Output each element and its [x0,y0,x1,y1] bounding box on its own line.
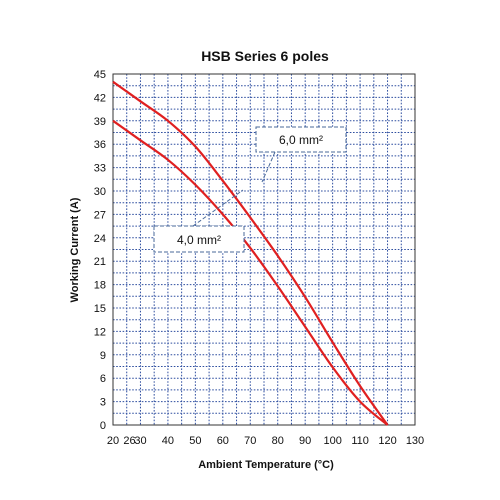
series-line-0 [112,80,389,426]
annotation-label: 6,0 mm² [279,133,323,147]
x-tick-label: 120 [378,435,396,447]
annotation-box [153,225,245,253]
x-tick-label: 90 [299,435,311,447]
y-tick-label: 39 [94,116,106,128]
y-axis-label: Working Current (A) [69,197,81,302]
series-lines [112,80,389,426]
series-line-1 [112,119,389,426]
y-tick-label: 45 [94,69,106,81]
x-tick-label: 130 [406,435,424,447]
y-tick-label: 30 [94,186,106,198]
annotation-label: 4,0 mm² [177,233,221,247]
annotation-0: 6,0 mm² [255,126,347,183]
x-tick-label: 20 [107,435,119,447]
y-tick-label: 27 [94,209,106,221]
plot-area [112,73,416,426]
y-tick-label: 33 [94,163,106,175]
chart-title: HSB Series 6 poles [201,48,329,64]
y-tick-label: 9 [100,350,106,362]
annotations: 6,0 mm² 4,0 mm² [153,126,347,253]
x-tick-label: 80 [272,435,284,447]
x-tick-label: 110 [351,435,369,447]
y-tick-label: 42 [94,92,106,104]
annotation-box [255,126,347,153]
x-tick-label: 26 [123,435,135,447]
y-tick-label: 12 [94,326,106,338]
x-tick-label: 60 [217,435,229,447]
x-tick-label: 100 [323,435,341,447]
x-tick-label: 70 [244,435,256,447]
x-tick-label: 40 [162,435,174,447]
y-tick-label: 36 [94,139,106,151]
annotation-1: 4,0 mm² [153,189,245,253]
y-tick-label: 6 [100,373,106,385]
x-tick-label: 30 [134,435,146,447]
y-tick-label: 0 [100,420,106,432]
x-axis-label: Ambient Temperature (°C) [198,459,334,471]
x-tick-label: 50 [189,435,201,447]
annotation-leader [192,189,244,227]
y-tick-label: 3 [100,397,106,409]
y-tick-label: 18 [94,280,106,292]
annotation-leader [261,151,276,183]
y-tick-label: 21 [94,256,106,268]
y-tick-label: 24 [94,233,106,245]
y-tick-label: 15 [94,303,106,315]
